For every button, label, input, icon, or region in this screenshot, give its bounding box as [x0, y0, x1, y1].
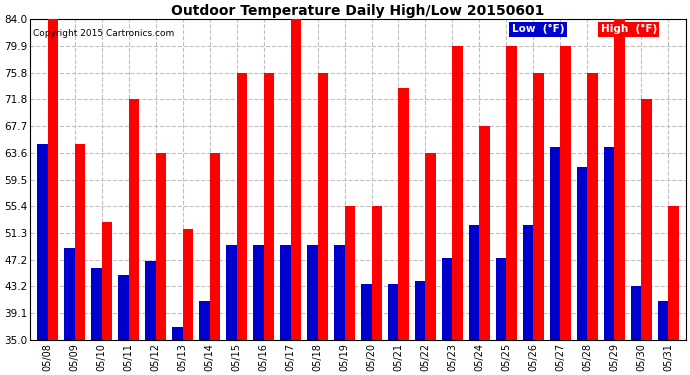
Bar [577, 166, 587, 340]
Bar [388, 284, 399, 340]
Bar [362, 284, 371, 340]
Bar [156, 153, 166, 340]
Bar [75, 144, 85, 340]
Bar [280, 245, 290, 340]
Bar [533, 73, 544, 340]
Bar [453, 46, 463, 340]
Bar [604, 147, 614, 340]
Text: Low  (°F): Low (°F) [512, 24, 564, 34]
Bar [237, 73, 247, 340]
Text: High  (°F): High (°F) [600, 24, 657, 34]
Bar [264, 73, 274, 340]
Bar [669, 207, 678, 340]
Bar [523, 225, 533, 340]
Bar [317, 73, 328, 340]
Bar [64, 248, 75, 340]
Bar [101, 222, 112, 340]
Bar [426, 153, 435, 340]
Bar [92, 268, 101, 340]
Bar [307, 245, 317, 340]
Bar [183, 229, 193, 340]
Bar [658, 301, 669, 340]
Bar [146, 261, 156, 340]
Bar [128, 99, 139, 340]
Bar [48, 20, 58, 340]
Bar [560, 46, 571, 340]
Bar [253, 245, 264, 340]
Bar [442, 258, 453, 340]
Title: Outdoor Temperature Daily High/Low 20150601: Outdoor Temperature Daily High/Low 20150… [171, 4, 544, 18]
Bar [290, 20, 301, 340]
Bar [480, 126, 490, 340]
Bar [415, 281, 426, 340]
Bar [37, 144, 48, 340]
Bar [344, 207, 355, 340]
Bar [210, 153, 220, 340]
Bar [172, 327, 183, 340]
Bar [587, 73, 598, 340]
Bar [550, 147, 560, 340]
Bar [631, 286, 641, 340]
Bar [334, 245, 344, 340]
Bar [199, 301, 210, 340]
Bar [399, 88, 408, 340]
Text: Copyright 2015 Cartronics.com: Copyright 2015 Cartronics.com [34, 29, 175, 38]
Bar [119, 274, 128, 340]
Bar [469, 225, 480, 340]
Bar [641, 99, 651, 340]
Bar [496, 258, 506, 340]
Bar [614, 20, 624, 340]
Bar [506, 46, 517, 340]
Bar [371, 207, 382, 340]
Bar [226, 245, 237, 340]
